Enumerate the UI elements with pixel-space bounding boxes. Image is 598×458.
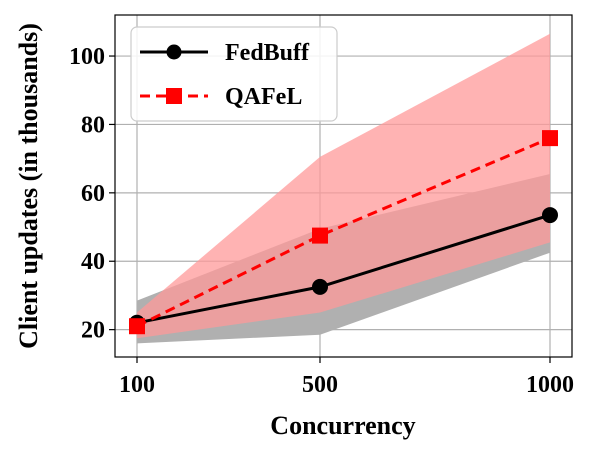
point-qafel <box>129 318 145 335</box>
point-fedbuff <box>542 207 558 224</box>
legend-label-qafel: QAFeL <box>225 84 302 110</box>
y-tick-label: 40 <box>81 249 105 275</box>
line-qafel <box>136 136 551 328</box>
y-tick-label: 60 <box>81 181 105 207</box>
confidence-bands <box>137 33 550 344</box>
x-axis-label: Concurrency <box>270 411 415 440</box>
legend-marker-fedbuff <box>166 44 182 60</box>
point-qafel <box>312 227 328 244</box>
x-tick-label: 100 <box>119 372 155 398</box>
axis-ticks: 100 500 1000 20 40 60 80 100 <box>69 44 574 398</box>
y-tick-label: 20 <box>81 318 105 344</box>
plot-frame <box>114 14 573 358</box>
y-tick-label: 80 <box>81 112 105 138</box>
y-tick-label: 100 <box>69 44 105 70</box>
y-axis-label: Client updates (in thousands) <box>14 23 43 349</box>
legend-marker-qafel <box>166 88 182 104</box>
legend-label-fedbuff: FedBuff <box>225 40 310 66</box>
legend: FedBuff QAFeL <box>130 26 338 122</box>
x-tick-label: 500 <box>302 372 338 398</box>
point-fedbuff <box>312 278 328 295</box>
series-markers <box>129 130 558 335</box>
band-qafel <box>137 33 550 339</box>
x-tick-label: 1000 <box>526 372 574 398</box>
point-qafel <box>542 130 558 147</box>
